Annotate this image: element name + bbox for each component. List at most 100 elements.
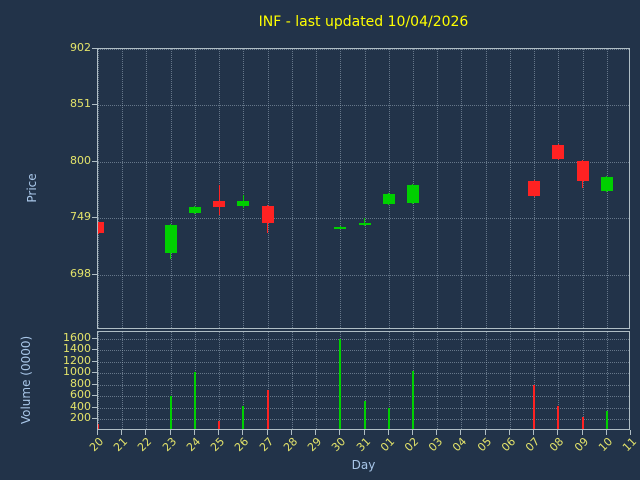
price-tick-label: 749 bbox=[70, 210, 91, 224]
gridline-vertical bbox=[340, 49, 342, 328]
gridline-vertical bbox=[316, 332, 318, 429]
gridline-vertical bbox=[485, 332, 487, 429]
candle-body bbox=[164, 224, 177, 253]
tick-mark bbox=[436, 430, 438, 435]
tick-mark bbox=[145, 430, 147, 435]
gridline-vertical bbox=[461, 49, 463, 328]
gridline-horizontal bbox=[98, 274, 629, 276]
volume-bar bbox=[605, 410, 608, 429]
gridline-vertical bbox=[364, 49, 366, 328]
gridline-vertical bbox=[509, 49, 511, 328]
tick-mark bbox=[92, 395, 97, 397]
tick-mark bbox=[92, 406, 97, 408]
candle-body bbox=[358, 222, 371, 225]
gridline-vertical bbox=[122, 332, 124, 429]
candle-body bbox=[528, 180, 541, 197]
gridline-vertical bbox=[146, 49, 148, 328]
volume-bar bbox=[363, 401, 366, 429]
tick-mark bbox=[169, 430, 171, 435]
volume-tick-label: 1600 bbox=[63, 330, 91, 344]
price-tick-label: 851 bbox=[70, 97, 91, 111]
gridline-vertical bbox=[98, 49, 99, 328]
gridline-horizontal bbox=[98, 396, 629, 398]
gridline-vertical bbox=[606, 332, 608, 429]
tick-mark bbox=[242, 430, 244, 435]
tick-mark bbox=[557, 430, 559, 435]
tick-mark bbox=[92, 217, 97, 219]
volume-bar bbox=[242, 406, 245, 429]
tick-mark bbox=[92, 48, 97, 49]
gridline-vertical bbox=[170, 49, 172, 328]
volume-plot-area bbox=[97, 331, 630, 430]
gridline-vertical bbox=[388, 49, 390, 328]
volume-tick-label: 600 bbox=[70, 388, 91, 402]
volume-tick-label: 200 bbox=[70, 411, 91, 425]
gridline-vertical bbox=[485, 49, 487, 328]
candle-body bbox=[406, 185, 419, 203]
gridline-horizontal bbox=[98, 361, 629, 363]
price-tick-label: 902 bbox=[70, 41, 91, 54]
gridline-vertical bbox=[364, 332, 366, 429]
tick-mark bbox=[630, 430, 631, 435]
volume-bar bbox=[266, 389, 269, 429]
volume-bar bbox=[218, 420, 221, 429]
gridline-vertical bbox=[146, 332, 148, 429]
price-plot-area bbox=[97, 48, 630, 329]
tick-mark bbox=[387, 430, 389, 435]
gridline-vertical bbox=[509, 332, 511, 429]
gridline-horizontal bbox=[98, 218, 629, 220]
chart-title: INF - last updated 10/04/2026 bbox=[258, 14, 469, 30]
tick-mark bbox=[484, 430, 486, 435]
candle-wick bbox=[218, 185, 220, 215]
candle-body bbox=[552, 145, 565, 159]
volume-bar bbox=[581, 417, 584, 429]
tick-mark bbox=[121, 430, 123, 435]
tick-mark bbox=[92, 360, 97, 362]
gridline-vertical bbox=[291, 332, 293, 429]
tick-mark bbox=[460, 430, 462, 435]
volume-tick-label: 1400 bbox=[63, 342, 91, 356]
gridline-horizontal bbox=[98, 105, 629, 107]
tick-mark bbox=[92, 273, 97, 275]
gridline-vertical bbox=[558, 332, 560, 429]
tick-mark bbox=[92, 104, 97, 106]
gridline-horizontal bbox=[98, 373, 629, 375]
gridline-vertical bbox=[267, 49, 269, 328]
tick-mark bbox=[97, 430, 98, 435]
tick-mark bbox=[411, 430, 413, 435]
volume-tick-label: 1000 bbox=[63, 365, 91, 379]
candle-body bbox=[600, 177, 613, 191]
tick-mark bbox=[605, 430, 607, 435]
candle-body bbox=[382, 193, 395, 204]
tick-mark bbox=[581, 430, 583, 435]
volume-bar bbox=[557, 406, 560, 429]
tick-mark bbox=[92, 160, 97, 162]
candle-body bbox=[213, 200, 226, 208]
tick-mark bbox=[508, 430, 510, 435]
gridline-horizontal bbox=[98, 350, 629, 352]
candle-body bbox=[261, 206, 274, 223]
price-tick-label: 698 bbox=[70, 266, 91, 280]
gridline-horizontal bbox=[98, 384, 629, 386]
gridline-vertical bbox=[582, 49, 584, 328]
tick-mark bbox=[218, 430, 220, 435]
candle-body bbox=[237, 200, 250, 207]
gridline-vertical bbox=[291, 49, 293, 328]
gridline-horizontal bbox=[98, 338, 629, 340]
volume-bar bbox=[193, 371, 196, 429]
tick-mark bbox=[92, 418, 97, 420]
gridline-vertical bbox=[243, 332, 245, 429]
volume-bar bbox=[411, 370, 414, 429]
candle-body bbox=[334, 227, 347, 230]
volume-bar bbox=[387, 407, 390, 429]
volume-bar bbox=[169, 396, 172, 429]
gridline-vertical bbox=[267, 332, 269, 429]
gridline-vertical bbox=[437, 332, 439, 429]
volume-tick-label: 800 bbox=[70, 376, 91, 390]
tick-mark bbox=[363, 430, 365, 435]
volume-tick-label: 400 bbox=[70, 399, 91, 413]
tick-mark bbox=[92, 372, 97, 374]
gridline-vertical bbox=[461, 332, 463, 429]
volume-tick-label: 1200 bbox=[63, 353, 91, 367]
gridline-vertical bbox=[194, 49, 196, 328]
